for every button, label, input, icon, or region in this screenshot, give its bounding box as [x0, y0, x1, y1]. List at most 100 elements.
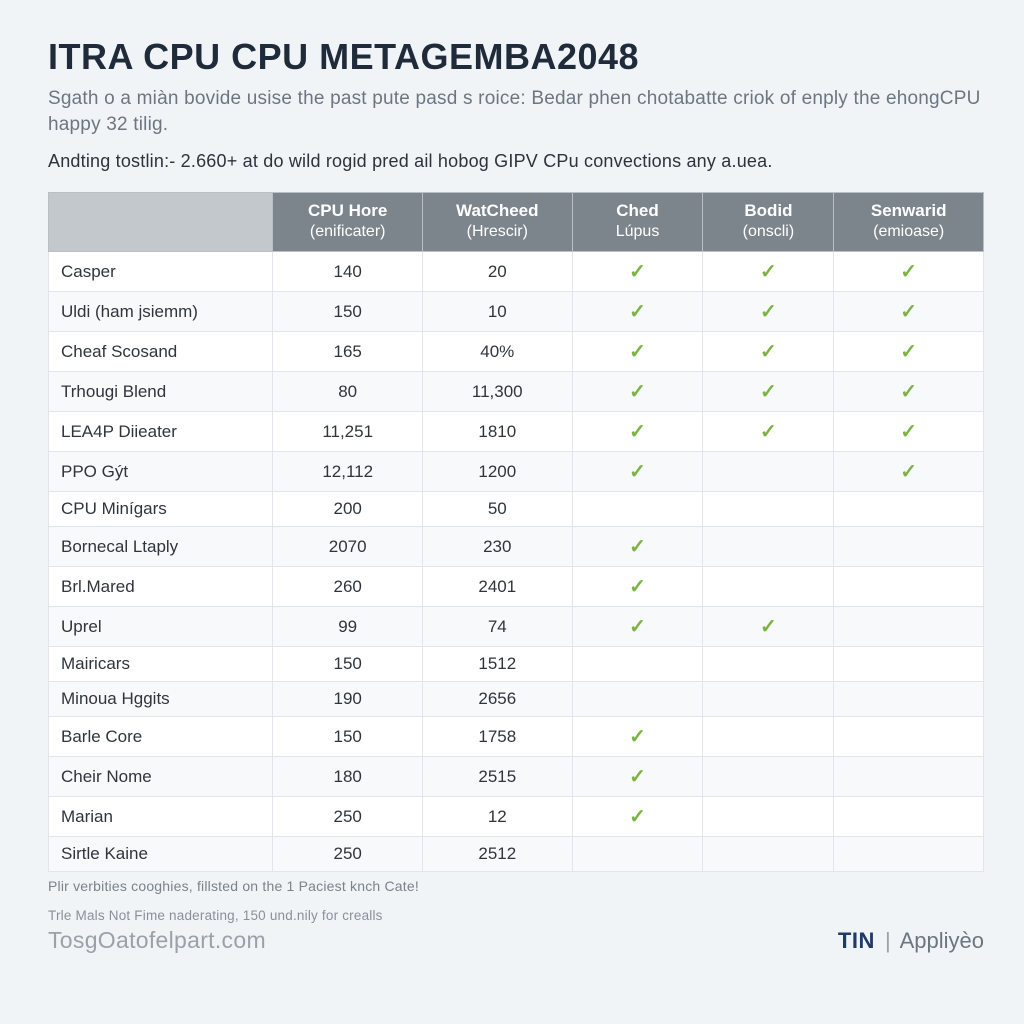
row-name-cell: Cheir Nome: [49, 757, 273, 797]
col-header-4-line1: Bodid: [744, 201, 792, 220]
page-lead: Andting tostlin:- 2.660+ at do wild rogi…: [48, 151, 984, 172]
row-value-cell: 150: [273, 717, 423, 757]
row-name-cell: Brl.Mared: [49, 567, 273, 607]
row-value-cell: [703, 717, 834, 757]
row-value-cell: ✓: [703, 607, 834, 647]
row-value-cell: ✓: [703, 412, 834, 452]
row-value-cell: [834, 567, 984, 607]
row-value-cell: 50: [422, 492, 572, 527]
row-value-cell: [834, 837, 984, 872]
page-title: ITRA CPU CPU METAGEMBA2048: [48, 36, 984, 78]
page-footer: TosgOatofelpart.com TIN | Appliyèo: [48, 927, 984, 954]
table-row: Uprel9974 ✓ ✓: [49, 607, 984, 647]
check-icon: ✓: [629, 806, 646, 828]
footer-brand-tail: Appliyèo: [900, 928, 984, 953]
check-icon: ✓: [900, 461, 917, 483]
col-header-3: Ched Lúpus: [572, 193, 703, 252]
row-value-cell: ✓: [834, 332, 984, 372]
check-icon: ✓: [629, 261, 646, 283]
table-row: Bornecal Ltaply2070230✓: [49, 527, 984, 567]
row-value-cell: 2070: [273, 527, 423, 567]
row-name-cell: Minoua Hggits: [49, 682, 273, 717]
row-name-cell: Sirtle Kaine: [49, 837, 273, 872]
row-value-cell: ✓: [834, 412, 984, 452]
check-icon: ✓: [629, 616, 646, 638]
comparison-table: CPU Hore (enificater) WatCheed (Hrescir)…: [48, 192, 984, 872]
row-value-cell: ✓: [572, 717, 703, 757]
row-value-cell: ✓: [703, 372, 834, 412]
row-name-cell: PPO Gýt: [49, 452, 273, 492]
row-value-cell: 99: [273, 607, 423, 647]
check-icon: ✓: [629, 766, 646, 788]
row-value-cell: 250: [273, 837, 423, 872]
row-value-cell: 2512: [422, 837, 572, 872]
col-header-5-line2: (emioase): [840, 223, 977, 241]
row-value-cell: 150: [273, 647, 423, 682]
row-value-cell: 12,112: [273, 452, 423, 492]
check-icon: ✓: [760, 616, 777, 638]
check-icon: ✓: [760, 301, 777, 323]
row-value-cell: [834, 647, 984, 682]
row-value-cell: 180: [273, 757, 423, 797]
col-header-1-line1: CPU Hore: [308, 201, 387, 220]
row-value-cell: 40%: [422, 332, 572, 372]
table-row: Uldi (ham jsiemm)15010✓✓✓: [49, 292, 984, 332]
row-value-cell: ✓: [572, 252, 703, 292]
row-value-cell: 10: [422, 292, 572, 332]
row-value-cell: [703, 492, 834, 527]
row-value-cell: 1758: [422, 717, 572, 757]
row-value-cell: 11,300: [422, 372, 572, 412]
row-value-cell: ✓: [572, 412, 703, 452]
check-icon: ✓: [629, 421, 646, 443]
row-name-cell: Uprel: [49, 607, 273, 647]
table-row: Cheir Nome1802515✓: [49, 757, 984, 797]
check-icon: ✓: [900, 301, 917, 323]
row-value-cell: [572, 837, 703, 872]
col-header-5: Senwarid (emioase): [834, 193, 984, 252]
row-name-cell: Casper: [49, 252, 273, 292]
check-icon: ✓: [629, 381, 646, 403]
row-value-cell: [572, 647, 703, 682]
row-value-cell: 2401: [422, 567, 572, 607]
row-value-cell: 1810: [422, 412, 572, 452]
row-value-cell: 11,251: [273, 412, 423, 452]
col-header-1: CPU Hore (enificater): [273, 193, 423, 252]
table-row: Cheaf Scosand16540%✓✓✓: [49, 332, 984, 372]
row-value-cell: [703, 682, 834, 717]
table-row: Barle Core1501758✓: [49, 717, 984, 757]
row-value-cell: [834, 757, 984, 797]
row-value-cell: ✓: [572, 527, 703, 567]
row-value-cell: 230: [422, 527, 572, 567]
check-icon: ✓: [629, 536, 646, 558]
check-icon: ✓: [900, 421, 917, 443]
row-value-cell: [703, 647, 834, 682]
page-subtitle: Sgath o a miàn bovide usise the past put…: [48, 86, 984, 137]
row-value-cell: 200: [273, 492, 423, 527]
row-value-cell: 74: [422, 607, 572, 647]
check-icon: ✓: [629, 301, 646, 323]
row-value-cell: ✓: [703, 292, 834, 332]
row-value-cell: 190: [273, 682, 423, 717]
col-header-1-line2: (enificater): [279, 223, 416, 241]
row-value-cell: ✓: [834, 372, 984, 412]
col-header-2: WatCheed (Hrescir): [422, 193, 572, 252]
row-value-cell: ✓: [834, 252, 984, 292]
footer-brand-right: TIN | Appliyèo: [838, 928, 984, 954]
col-header-3-line1: Ched: [616, 201, 659, 220]
row-value-cell: [834, 527, 984, 567]
row-value-cell: ✓: [572, 332, 703, 372]
row-value-cell: [703, 757, 834, 797]
row-value-cell: [703, 567, 834, 607]
table-row: PPO Gýt12,1121200✓✓: [49, 452, 984, 492]
check-icon: ✓: [900, 381, 917, 403]
row-value-cell: 20: [422, 252, 572, 292]
row-value-cell: [572, 682, 703, 717]
col-header-2-line2: (Hrescir): [429, 223, 566, 241]
row-value-cell: [834, 717, 984, 757]
footer-brand-sep: |: [885, 928, 891, 953]
check-icon: ✓: [629, 726, 646, 748]
table-row: Sirtle Kaine2502512: [49, 837, 984, 872]
check-icon: ✓: [900, 261, 917, 283]
col-header-4: Bodid (onscli): [703, 193, 834, 252]
row-value-cell: ✓: [834, 292, 984, 332]
